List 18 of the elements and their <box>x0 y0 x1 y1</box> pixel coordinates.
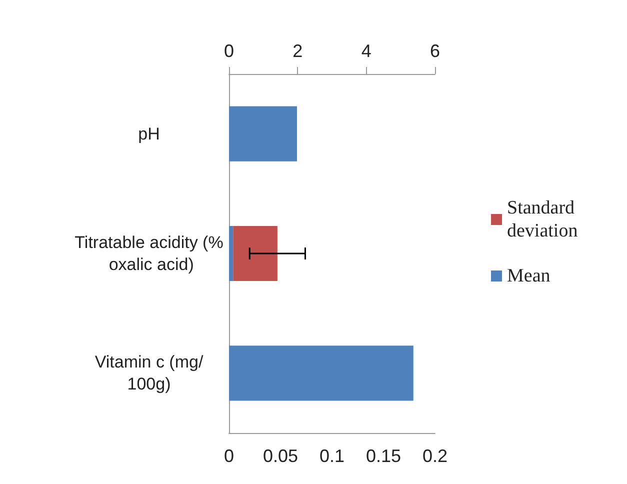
legend-label: Standard deviation <box>507 198 580 242</box>
y-tick-label: pH <box>138 124 160 144</box>
y-tick-label: Titratable acidity (% oxalic acid) <box>74 233 224 274</box>
x-tick-label: 0.15 <box>366 446 402 466</box>
y-tick-label: Vitamin c (mg/100g) <box>94 352 204 394</box>
x-tick-label: 0 <box>224 446 234 466</box>
x2-tick-label: 6 <box>430 41 440 61</box>
bar <box>233 226 278 282</box>
x2-tick-label: 2 <box>292 41 303 61</box>
x2-tick-label: 4 <box>361 41 372 61</box>
bar <box>229 106 297 162</box>
x-tick-label: 0.1 <box>319 446 345 466</box>
legend-label: Mean <box>507 266 551 286</box>
bar <box>229 226 234 282</box>
bar <box>229 346 414 401</box>
x-tick-label: 0.05 <box>262 446 298 466</box>
x-tick-label: 0.2 <box>422 446 448 466</box>
x2-tick-label: 0 <box>224 41 234 61</box>
